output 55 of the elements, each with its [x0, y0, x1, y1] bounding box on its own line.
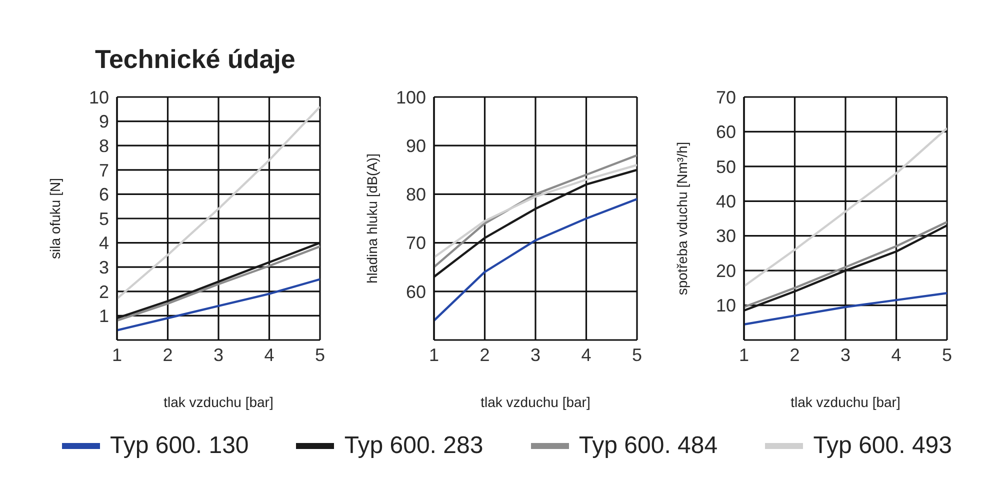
- x-axis-title: tlak vzduchu [bar]: [164, 394, 274, 410]
- line-series: [117, 278, 320, 332]
- y-tick-label: 40: [716, 192, 736, 212]
- y-tick-label: 2: [98, 282, 109, 302]
- x-tick-label: 1: [738, 344, 750, 365]
- x-tick-label: 1: [428, 344, 440, 365]
- y-axis-title: hladina hluku [dB(A)]: [364, 154, 380, 284]
- x-tick-label: 3: [530, 344, 541, 365]
- y-tick-label: 7: [98, 160, 109, 180]
- y-tick-label: 8: [98, 136, 109, 156]
- y-tick-label: 6: [98, 184, 109, 205]
- y-tick-label: 1: [98, 306, 109, 326]
- y-tick-label: 60: [406, 282, 426, 302]
- x-tick-label: 2: [790, 344, 800, 365]
- y-tick-label: 4: [98, 233, 109, 254]
- x-tick-label: 5: [632, 344, 642, 365]
- y-tick-label: 100: [396, 87, 426, 108]
- line-series: [434, 154, 637, 268]
- y-tick-label: 90: [406, 136, 426, 156]
- legend-label: Typ 600. 493: [813, 432, 952, 460]
- x-axis-title: tlak vzduchu [bar]: [480, 394, 590, 410]
- legend-label: Typ 600. 283: [344, 432, 484, 460]
- y-tick-label: 80: [406, 184, 426, 205]
- x-tick-label: 3: [840, 344, 851, 365]
- x-tick-label: 5: [314, 344, 326, 365]
- x-tick-label: 2: [162, 344, 173, 365]
- x-axis-title: tlak vzduchu [bar]: [790, 394, 900, 410]
- y-tick-label: 9: [98, 112, 109, 132]
- line-series: [744, 127, 947, 288]
- y-tick-label: 30: [716, 226, 736, 246]
- chart-title: Technické údaje: [95, 44, 296, 75]
- x-tick-label: 5: [942, 344, 952, 365]
- legend-label: Typ 600. 130: [110, 432, 249, 460]
- y-axis-title: spotřeba vduchu [Nm³/h]: [674, 142, 690, 296]
- x-tick-label: 3: [213, 344, 224, 365]
- legend-label: Typ 600. 484: [578, 432, 718, 460]
- y-tick-label: 70: [716, 87, 736, 108]
- line-series: [744, 292, 947, 326]
- x-tick-label: 4: [891, 344, 902, 365]
- y-tick-label: 10: [716, 296, 736, 316]
- y-axis-title: sila ofuku [N]: [46, 178, 63, 259]
- y-tick-label: 50: [716, 156, 736, 177]
- y-tick-label: 20: [716, 260, 736, 281]
- y-tick-label: 5: [98, 208, 109, 229]
- x-tick-label: 4: [264, 344, 274, 365]
- line-series: [434, 164, 637, 258]
- x-tick-label: 4: [581, 344, 592, 365]
- line-series: [434, 198, 637, 322]
- y-tick-label: 60: [716, 122, 736, 142]
- y-tick-label: 70: [406, 233, 426, 254]
- y-tick-label: 10: [88, 87, 109, 108]
- line-series: [117, 106, 320, 300]
- x-tick-label: 1: [112, 344, 122, 365]
- y-tick-label: 3: [98, 257, 109, 278]
- x-tick-label: 2: [480, 344, 490, 365]
